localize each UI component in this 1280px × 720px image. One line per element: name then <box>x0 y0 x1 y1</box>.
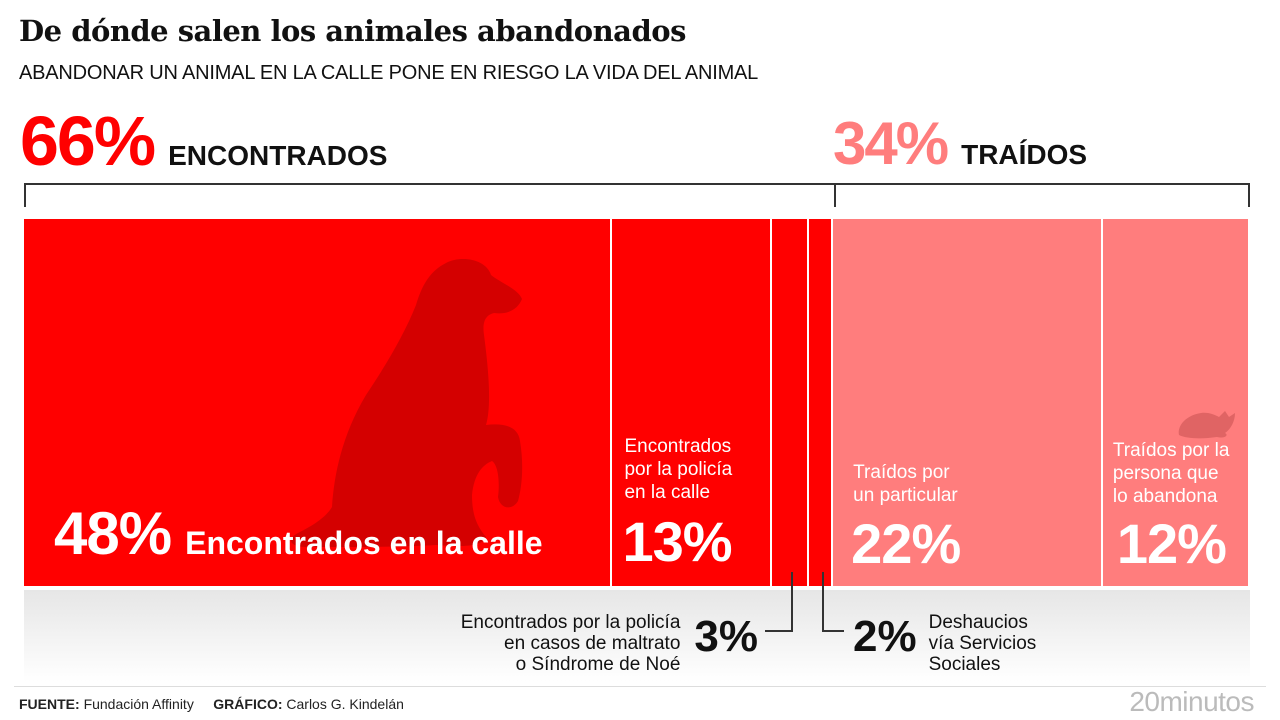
group-pct-encontrados: 66% <box>20 102 156 180</box>
callout-pct: 3% <box>694 612 758 661</box>
graphic-value: Carlos G. Kindelán <box>286 696 404 712</box>
graphic-label: GRÁFICO: <box>213 696 283 712</box>
brand-logo: 20minutos <box>1129 686 1254 717</box>
source-value: Fundación Affinity <box>83 696 194 712</box>
group-pct-traidos: 34% <box>833 110 949 177</box>
callout-line: Sociales <box>928 654 1001 675</box>
bar-segment-policia-maltrato <box>771 219 807 586</box>
segment-label: Encontrados en la calle <box>185 525 543 561</box>
desc-line: lo abandona <box>1112 486 1218 507</box>
bracket-traidos <box>834 183 1250 207</box>
group-header-traidos: 34% TRAÍDOS <box>833 114 1087 174</box>
desc-line: Traídos por la <box>1112 440 1230 461</box>
segment-pct: 12% <box>1116 512 1227 575</box>
bar-reflection-shade <box>24 590 1250 682</box>
segment-label-encontrados-calle: 48% Encontrados en la calle <box>54 504 543 564</box>
callout-policia-maltrato: Encontrados por la policía en casos de m… <box>461 612 758 675</box>
segment-desc: Traídos por un particular <box>853 461 958 507</box>
bracket-encontrados <box>24 183 836 207</box>
source-label: FUENTE: <box>19 696 80 712</box>
footer-credits: FUENTE: Fundación Affinity GRÁFICO: Carl… <box>19 696 404 712</box>
callout-text: Encontrados por la policía en casos de m… <box>461 612 681 675</box>
group-label-traidos: TRAÍDOS <box>961 139 1088 170</box>
chart-subtitle: ABANDONAR UN ANIMAL EN LA CALLE PONE EN … <box>19 62 759 84</box>
callout-pct: 2% <box>853 612 917 661</box>
desc-line: Traídos por <box>853 462 950 483</box>
bar-segment-deshaucios <box>808 219 832 586</box>
callout-line: en casos de maltrato <box>504 633 681 654</box>
callout-line: Deshaucios <box>928 612 1028 633</box>
desc-line: un particular <box>853 485 958 506</box>
cat-silhouette-icon <box>1178 411 1235 439</box>
segment-pct: 13% <box>622 510 732 573</box>
callout-line: Encontrados por la policía <box>460 612 681 633</box>
dog-silhouette-icon <box>291 259 523 547</box>
leader-line-2pct <box>822 572 844 632</box>
bar-segment-encontrados-calle: 48% Encontrados en la calle <box>24 219 611 586</box>
group-label-encontrados: ENCONTRADOS <box>168 140 388 171</box>
callout-line: o Síndrome de Noé <box>515 654 681 675</box>
bar-segment-traidos-persona: Traídos por la persona que lo abandona 1… <box>1102 219 1248 586</box>
desc-line: persona que <box>1112 463 1219 484</box>
chart-title: De dónde salen los animales abandonados <box>19 14 686 48</box>
leader-line-3pct <box>765 572 793 632</box>
callout-text: Deshaucios vía Servicios Sociales <box>929 612 1037 675</box>
segment-pct: 48% <box>54 500 172 567</box>
desc-line: Encontrados <box>624 436 732 457</box>
callout-line: vía Servicios <box>928 633 1037 654</box>
bar-segment-traidos-particular: Traídos por un particular 22% <box>833 219 1101 586</box>
segment-pct: 22% <box>851 512 961 575</box>
segment-desc: Traídos por la persona que lo abandona <box>1113 439 1230 508</box>
footer-divider <box>14 686 1266 687</box>
desc-line: por la policía <box>624 459 733 480</box>
segment-desc: Encontrados por la policía en la calle <box>624 435 732 504</box>
desc-line: en la calle <box>624 482 711 503</box>
group-header-encontrados: 66% ENCONTRADOS <box>20 106 387 176</box>
callout-deshaucios: 2% Deshaucios vía Servicios Sociales <box>853 612 1036 675</box>
bar-segment-policia-calle: Encontrados por la policía en la calle 1… <box>612 219 770 586</box>
